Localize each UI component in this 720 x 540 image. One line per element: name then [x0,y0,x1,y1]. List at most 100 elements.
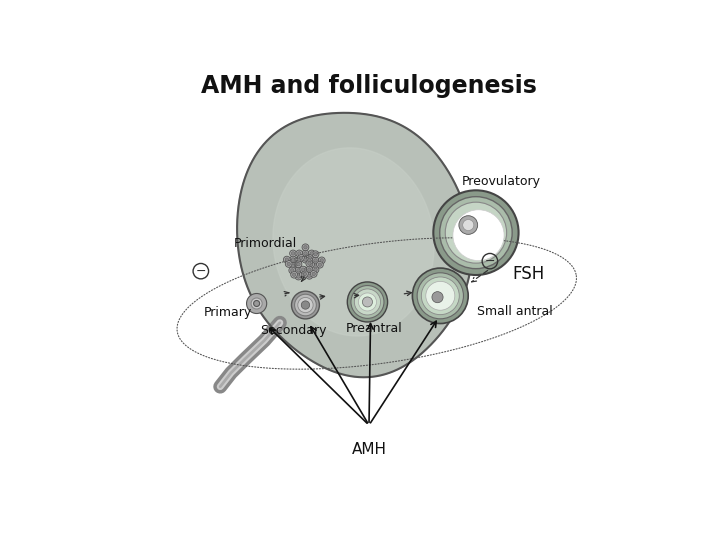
Circle shape [417,273,464,319]
Circle shape [292,258,294,261]
Circle shape [287,262,290,266]
Circle shape [306,257,312,264]
Circle shape [320,259,323,262]
Circle shape [433,190,518,275]
Circle shape [362,297,372,307]
Circle shape [463,220,474,231]
Circle shape [292,264,294,267]
Circle shape [310,263,313,266]
Circle shape [289,262,297,269]
Circle shape [453,210,504,261]
Circle shape [312,266,319,273]
Text: Small antral: Small antral [477,305,552,318]
Circle shape [307,261,315,268]
Text: Preovulatory: Preovulatory [462,176,541,188]
Circle shape [307,259,311,262]
Circle shape [303,269,307,272]
Circle shape [297,252,301,255]
Circle shape [292,252,294,255]
Circle shape [289,250,297,257]
Circle shape [306,272,312,279]
Circle shape [246,294,266,314]
Circle shape [306,260,312,267]
Circle shape [459,215,477,234]
Text: AMH and folliculogenesis: AMH and folliculogenesis [201,75,537,98]
Circle shape [296,256,302,263]
Circle shape [312,272,315,275]
Circle shape [284,256,290,263]
Circle shape [295,261,302,268]
Circle shape [432,292,443,303]
Circle shape [302,268,305,271]
Text: Preantral: Preantral [346,322,402,335]
Circle shape [300,271,306,278]
Circle shape [296,250,302,257]
Circle shape [301,267,308,274]
Circle shape [314,265,318,268]
Circle shape [297,269,300,272]
Circle shape [314,253,318,256]
Circle shape [294,294,316,316]
Circle shape [307,262,311,265]
Circle shape [314,268,318,271]
Circle shape [292,273,296,276]
Circle shape [253,300,260,307]
Circle shape [251,298,262,309]
Circle shape [318,257,325,264]
Circle shape [354,289,381,315]
Circle shape [445,202,507,263]
Text: Primordial: Primordial [233,237,297,250]
Circle shape [318,263,322,266]
Circle shape [285,260,292,267]
Circle shape [300,266,307,273]
Circle shape [289,256,297,263]
Text: −: − [196,265,206,278]
Text: Secondary: Secondary [260,324,326,337]
Circle shape [301,301,310,309]
Circle shape [312,251,319,258]
Circle shape [300,256,303,260]
Circle shape [295,273,302,280]
Circle shape [301,273,305,276]
Circle shape [307,274,311,278]
Circle shape [291,269,294,272]
Circle shape [310,252,313,255]
Circle shape [306,266,312,273]
Polygon shape [273,148,434,336]
Circle shape [285,258,289,261]
Circle shape [312,257,319,264]
Circle shape [302,256,309,263]
Circle shape [426,281,455,310]
Text: −: − [485,255,495,268]
Circle shape [302,244,309,251]
Circle shape [297,262,300,266]
Text: AMH: AMH [351,442,387,457]
Circle shape [297,275,300,278]
Circle shape [294,260,301,267]
Circle shape [310,271,317,278]
Circle shape [413,268,468,323]
Circle shape [314,259,318,262]
Circle shape [347,282,387,322]
Text: FSH: FSH [513,265,544,284]
Circle shape [312,263,319,270]
Circle shape [308,250,315,257]
Circle shape [289,267,296,274]
Circle shape [304,246,307,249]
Circle shape [292,291,320,319]
Circle shape [317,261,323,268]
Polygon shape [237,113,472,377]
Circle shape [298,298,313,313]
Text: Primary: Primary [204,306,252,319]
Circle shape [297,254,305,261]
Circle shape [296,262,299,266]
Circle shape [304,252,307,255]
Circle shape [421,277,459,315]
Circle shape [359,293,377,311]
Circle shape [295,267,302,274]
Circle shape [351,286,384,319]
Circle shape [307,268,311,271]
Circle shape [303,272,307,275]
Circle shape [297,258,301,261]
Circle shape [307,254,313,261]
